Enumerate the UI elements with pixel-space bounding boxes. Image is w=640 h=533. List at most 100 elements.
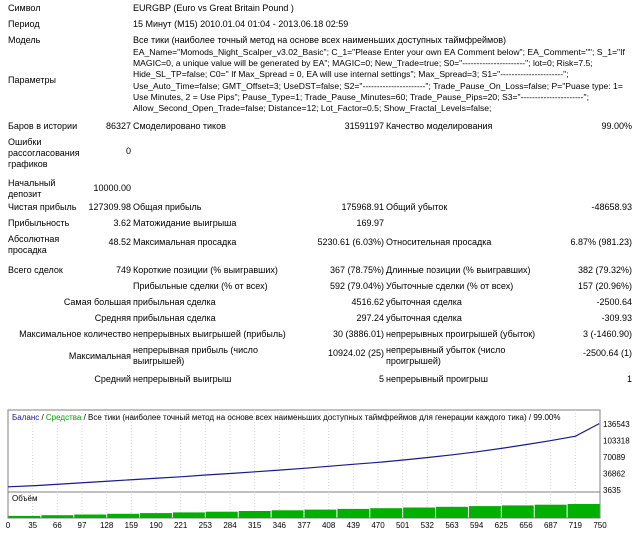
volume-bar [501,505,534,518]
x-tick-label: 439 [347,521,361,530]
x-tick-label: 687 [544,521,558,530]
model-value: Все тики (наиболее точный метод на основ… [133,35,506,45]
maximal-label: Максимальная [68,351,131,361]
total-value: 749 [115,265,131,275]
cons-wins-label: непрерывных выигрышей (прибыль) [133,329,286,339]
quality-value: 99.00% [601,121,632,131]
max-dd-label: Максимальная просадка [133,237,237,247]
loss-label: Убыточные сделки (% от всех) [386,281,514,291]
largest-loss-label: убыточная сделка [386,297,462,307]
avg-cons-wins-label: непрерывный выигрыш [133,374,232,384]
x-tick-label: 563 [445,521,459,530]
volume-bar [41,515,74,518]
balance-line [7,423,600,488]
x-tick-label: 315 [248,521,262,530]
volume-bar [238,511,271,518]
largest-label: Самая большая [63,297,131,307]
gross-loss-value: -48658.93 [591,202,632,212]
y-axis-ticks: 136543 103318 70089 36862 3635 [603,420,630,495]
expect-label: Матожидание выигрыша [133,218,237,228]
x-tick-label: 501 [396,521,410,530]
short-label: Короткие позиции (% выигравших) [133,265,278,275]
volume-bars [8,504,600,518]
x-tick-label: 750 [593,521,607,530]
bars-label: Баров в истории [8,121,78,131]
avg2-label: Средний [94,374,131,384]
y-tick-label: 70089 [603,453,626,462]
x-tick-label: 377 [297,521,311,530]
symbol-value: EURGBP (Euro vs Great Britain Pound ) [133,3,294,13]
largest-win-value: 4516.62 [351,297,384,307]
x-tick-label: 0 [6,521,11,530]
avg-loss-label: убыточная сделка [386,313,462,323]
chart-legend: Баланс / Средства / Все тики (наиболее т… [12,413,560,422]
ticks-label: Смоделировано тиков [133,121,226,131]
long-label: Длинные позиции (% выигравших) [386,265,531,275]
volume-bar [140,513,172,518]
cons-losses-value: 3 (-1460.90) [582,329,632,339]
volume-label: Объём [12,494,38,503]
cons-wins-value: 30 (3886.01) [332,329,384,339]
volume-bar [403,507,436,518]
ticks-value: 31591197 [344,121,384,131]
y-tick-label: 136543 [603,420,630,429]
legend-equity: Средства [46,413,82,422]
x-tick-label: 284 [223,521,237,530]
cons-profit-label: непрерывная прибыль (число выигрышей) [133,345,259,366]
volume-bar [534,504,567,518]
abs-dd-label: Абсолютная просадка [8,234,60,255]
expect-value: 169.97 [356,218,384,228]
symbol-label: Символ [8,3,41,13]
x-tick-label: 190 [149,521,163,530]
pf-value: 3.62 [113,218,131,228]
bars-value: 86327 [105,121,131,131]
x-tick-label: 470 [371,521,385,530]
y-tick-label: 103318 [603,436,630,445]
y-tick-label: 3635 [603,486,621,495]
x-tick-label: 253 [199,521,213,530]
deposit-label: Начальный депозит [8,178,56,199]
volume-bar [8,515,41,518]
volume-bar [107,513,140,518]
avg-cons-losses-value: 1 [626,374,632,384]
x-tick-label: 346 [273,521,287,530]
win-label: Прибыльные сделки (% от всех) [133,281,268,291]
grid [32,410,576,518]
volume-bar [370,508,403,518]
deposit-value: 10000.00 [93,183,131,193]
x-tick-label: 35 [28,521,37,530]
cons-loss-value: -2500.64 (1) [582,348,632,358]
x-tick-label: 97 [78,521,87,530]
volume-bar [468,506,501,518]
legend-sep: / [39,413,46,422]
volume-bar [74,514,107,518]
avg-win-label: прибыльная сделка [133,313,216,323]
model-label: Модель [8,35,41,45]
volume-bar [337,508,370,518]
legend-rest: / Все тики (наиболее точный метод на осн… [81,413,560,422]
cons-profit-value: 10924.02 (25) [327,348,384,358]
x-tick-label: 532 [421,521,435,530]
win-value: 592 (79.04%) [329,281,384,291]
loss-value: 157 (20.96%) [577,281,632,291]
abs-dd-value: 48.52 [108,237,131,247]
volume-bar [172,512,205,518]
x-tick-label: 594 [470,521,484,530]
x-tick-label: 128 [100,521,114,530]
avg-cons-wins-value: 5 [378,374,384,384]
period-label: Период [8,19,40,29]
short-value: 367 (78.75%) [329,265,384,275]
legend-balance: Баланс [12,413,39,422]
x-tick-label: 625 [495,521,509,530]
x-tick-label: 221 [174,521,188,530]
x-axis-ticks: 0 35 66 97 128 159 190 221 253 284 315 346 377 408 439… [6,521,607,530]
volume-plot-frame [7,491,601,519]
gross-profit-label: Общая прибыль [133,202,202,212]
errors-label: Ошибки рассогласования графиков [8,137,80,169]
max-dd-value: 5230.61 (6.03%) [317,237,384,247]
x-tick-label: 719 [569,521,583,530]
quality-label: Качество моделирования [386,121,493,131]
net-value: 127309.98 [88,202,131,212]
x-tick-label: 159 [125,521,139,530]
max-count-label: Максимальное количество [19,329,131,339]
